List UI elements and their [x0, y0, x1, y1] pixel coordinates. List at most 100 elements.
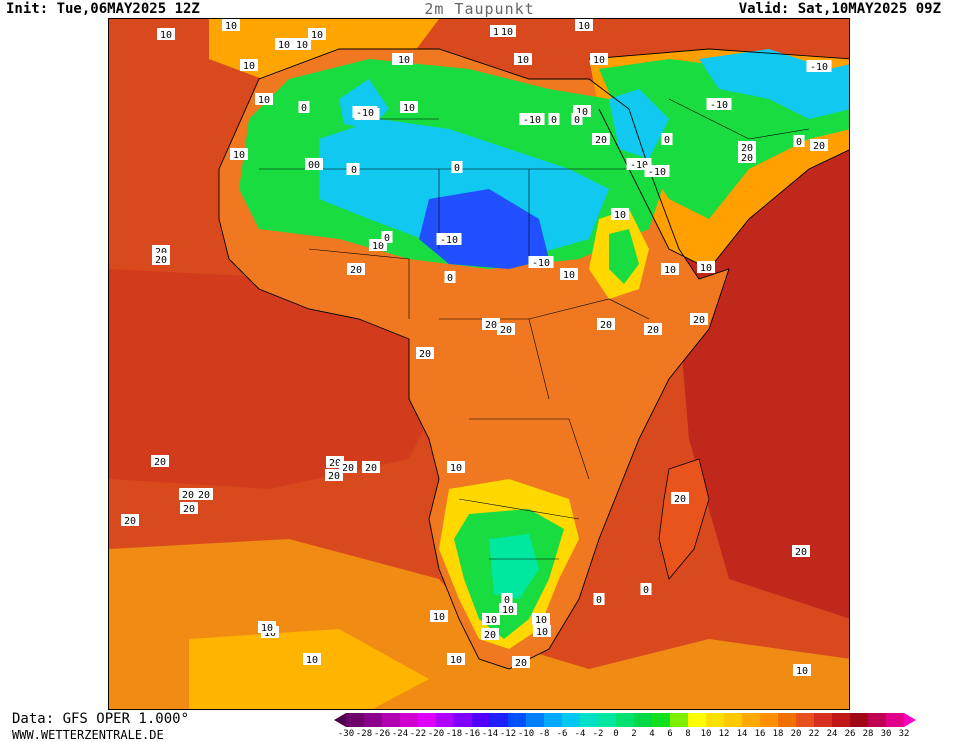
contour-label: 20	[154, 457, 166, 468]
contour-label: 0	[574, 115, 580, 126]
contour-label-box	[498, 25, 516, 37]
contour-label: -10	[648, 167, 666, 178]
contour-label: 10	[243, 61, 255, 72]
legend-swatch	[544, 713, 562, 727]
contour-label-box	[482, 613, 500, 625]
map-canvas: 1010101010101010101010010100-101010-1000…	[109, 19, 849, 709]
contour-label-box	[151, 455, 169, 467]
contour-label-box	[793, 664, 811, 676]
madagascar	[658, 458, 710, 580]
legend-tick-label: -24	[391, 729, 409, 739]
legend-tick-label: -10	[517, 729, 535, 739]
map-title: 2m Taupunkt	[424, 0, 535, 18]
contour-label-box	[661, 133, 673, 145]
contour-label-box	[362, 461, 380, 473]
contour-label: -10	[710, 100, 728, 111]
legend-tick-label: 22	[808, 729, 820, 739]
contour-label: -10	[356, 108, 374, 119]
legend-tick-label: -2	[592, 729, 604, 739]
legend-swatch	[742, 713, 760, 727]
contour-label-box	[532, 613, 550, 625]
contour-label: 20	[328, 471, 340, 482]
legend-tick-label: 2	[631, 729, 637, 739]
contour-label-box	[293, 38, 311, 50]
contour-label: 20	[182, 490, 194, 501]
contour-label: 20	[155, 255, 167, 266]
contour-label: 0	[796, 137, 802, 148]
contour-label: 10	[700, 263, 712, 274]
contour-label-box	[152, 253, 170, 265]
contour-label-box	[644, 165, 670, 177]
contour-label: 10	[485, 615, 497, 626]
contour-label-box	[395, 53, 413, 65]
contour-label: 10	[160, 30, 172, 41]
contour-label-box	[738, 151, 756, 163]
legend-tick-label: 18	[772, 729, 784, 739]
contour-label-box	[447, 653, 465, 665]
contour-label: 20	[183, 504, 195, 515]
contour-label: 10	[450, 655, 462, 666]
contour-label-box	[671, 492, 689, 504]
init-time-label: Init: Tue,06MAY2025 12Z	[6, 1, 200, 17]
contour-label: 10	[576, 107, 588, 118]
contour-label: 10	[433, 612, 445, 623]
country-borders	[259, 98, 810, 560]
contour-label: 20	[515, 658, 527, 669]
contour-label: 0	[643, 585, 649, 596]
contour-label: -10	[532, 258, 550, 269]
contour-label-box	[792, 545, 810, 557]
contour-label-box	[512, 656, 530, 668]
contour-label-box	[499, 603, 517, 615]
kalahari-dry-zone	[489, 534, 539, 599]
contour-label: 0	[596, 595, 602, 606]
legend-swatch	[778, 713, 796, 727]
contour-label: 0	[351, 165, 357, 176]
contour-label-box	[180, 502, 198, 514]
contour-label: -10	[630, 160, 648, 171]
legend-tick-label: 8	[685, 729, 691, 739]
contour-label: 10	[450, 463, 462, 474]
legend-swatch	[796, 713, 814, 727]
contour-label: 10	[261, 623, 273, 634]
legend-tick-label: -14	[481, 729, 499, 739]
contour-label: 10	[403, 103, 415, 114]
legend-swatch	[436, 713, 454, 727]
legend-swatch	[670, 713, 688, 727]
contour-label-box	[430, 610, 448, 622]
legend-swatch	[562, 713, 580, 727]
contour-label-box	[482, 318, 500, 330]
contour-label-box	[179, 488, 197, 500]
dewpoint-map[interactable]: 1010101010101010101010010100-101010-1000…	[108, 18, 850, 710]
contour-label-box	[548, 113, 560, 125]
legend-swatch	[850, 713, 868, 727]
contour-label: 20	[741, 153, 753, 164]
legend-tick-label: -16	[463, 729, 481, 739]
contour-label: 10	[258, 95, 270, 106]
contour-label: 10	[372, 241, 384, 252]
contour-label-box	[416, 347, 434, 359]
legend-swatch	[868, 713, 886, 727]
contour-label: 10	[502, 605, 514, 616]
legend-tick-label: 24	[826, 729, 838, 739]
legend-swatch	[418, 713, 436, 727]
contour-label: 10	[296, 40, 308, 51]
contour-label-box	[533, 625, 551, 637]
contour-label-box	[590, 53, 608, 65]
contour-label: 20	[485, 320, 497, 331]
legend-swatch	[634, 713, 652, 727]
southern-ocean-dry-zone	[189, 629, 429, 709]
contour-label-box	[308, 28, 326, 40]
contour-label-box	[305, 158, 323, 170]
legend-swatch	[688, 713, 706, 727]
data-source-label: Data: GFS OPER 1.000°	[12, 711, 190, 727]
contour-label-box	[255, 93, 273, 105]
legend-arrow-min	[334, 713, 346, 727]
contour-label: 0	[664, 135, 670, 146]
legend-tick-label: -8	[538, 729, 550, 739]
contour-label: 20	[155, 247, 167, 258]
contour-label-box	[121, 514, 139, 526]
legend-tick-label: -20	[427, 729, 445, 739]
contour-label-box	[481, 628, 499, 640]
legend-tick-label: 32	[898, 729, 910, 739]
legend-swatch	[490, 713, 508, 727]
